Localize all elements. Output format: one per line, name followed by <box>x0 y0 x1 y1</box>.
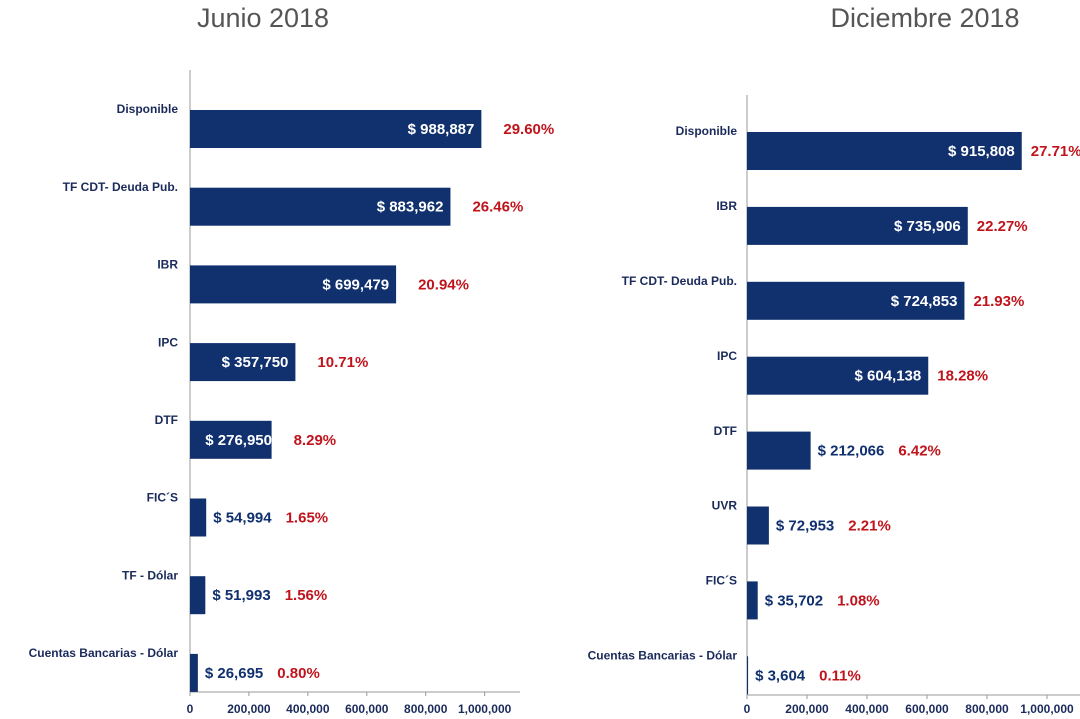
value-label: $ 735,906 <box>894 218 961 235</box>
category-label: FIC´S <box>706 574 737 588</box>
value-label: $ 915,808 <box>948 143 1015 160</box>
category-label: IBR <box>157 258 178 272</box>
percentage-label: 29.60% <box>503 121 554 138</box>
x-tick-label: 200,000 <box>785 702 829 716</box>
value-label: $ 724,853 <box>891 293 958 310</box>
bar <box>190 576 206 615</box>
bar <box>190 653 198 692</box>
x-tick-label: 600,000 <box>905 702 949 716</box>
percentage-label: 18.28% <box>937 368 988 385</box>
value-label: $ 276,950 <box>205 432 272 449</box>
bar <box>190 498 207 537</box>
bar <box>747 132 1022 170</box>
percentage-label: 1.56% <box>285 587 328 604</box>
value-label: $ 26,695 <box>205 665 263 682</box>
x-tick-label: 1,000,000 <box>458 702 512 716</box>
category-label: IBR <box>716 199 737 213</box>
bar <box>747 656 749 695</box>
category-label: DTF <box>155 413 178 427</box>
percentage-label: 1.08% <box>837 592 880 609</box>
value-label: $ 604,138 <box>855 368 922 385</box>
value-label: $ 72,953 <box>776 517 834 534</box>
bar <box>747 431 811 470</box>
value-label: $ 51,993 <box>212 587 270 604</box>
category-label: IPC <box>158 335 178 349</box>
value-label: $ 3,604 <box>755 667 806 684</box>
x-tick-label: 400,000 <box>845 702 889 716</box>
value-label: $ 699,479 <box>322 276 389 293</box>
bar <box>190 110 482 148</box>
bar <box>747 581 758 620</box>
percentage-label: 27.71% <box>1031 143 1080 160</box>
percentage-label: 6.42% <box>898 443 941 460</box>
percentage-label: 2.21% <box>848 517 891 534</box>
percentage-label: 22.27% <box>977 218 1028 235</box>
x-tick-label: 0 <box>187 702 194 716</box>
bar <box>747 281 965 320</box>
value-label: $ 212,066 <box>818 443 885 460</box>
category-label: Disponible <box>676 124 738 138</box>
category-label: Cuentas Bancarias - Dólar <box>29 646 179 660</box>
x-tick-label: 400,000 <box>286 702 330 716</box>
x-tick-label: 1,000,000 <box>1020 702 1074 716</box>
percentage-label: 0.11% <box>819 667 861 684</box>
category-label: UVR <box>712 499 738 513</box>
chart-title: Diciembre 2018 <box>830 3 1019 33</box>
category-label: TF - Dólar <box>122 568 178 582</box>
category-label: Disponible <box>117 102 179 116</box>
category-label: TF CDT- Deuda Pub. <box>622 274 737 288</box>
category-label: FIC´S <box>147 491 178 505</box>
category-label: DTF <box>714 424 737 438</box>
x-tick-label: 600,000 <box>345 702 389 716</box>
bar <box>747 206 968 245</box>
bar <box>190 420 272 459</box>
percentage-label: 8.29% <box>294 432 337 449</box>
percentage-label: 21.93% <box>973 293 1024 310</box>
value-label: $ 35,702 <box>765 592 823 609</box>
percentage-label: 20.94% <box>418 276 469 293</box>
bar <box>747 356 929 395</box>
value-label: $ 357,750 <box>222 354 289 371</box>
bar <box>190 265 397 304</box>
bar <box>190 343 296 382</box>
percentage-label: 10.71% <box>317 354 368 371</box>
x-tick-label: 0 <box>744 702 751 716</box>
percentage-label: 0.80% <box>277 665 320 682</box>
value-label: $ 988,887 <box>408 121 475 138</box>
x-tick-label: 800,000 <box>404 702 448 716</box>
x-tick-label: 800,000 <box>965 702 1009 716</box>
category-label: Cuentas Bancarias - Dólar <box>588 648 738 662</box>
percentage-label: 26.46% <box>472 199 523 216</box>
chart-title: Junio 2018 <box>197 3 329 33</box>
category-label: IPC <box>717 349 737 363</box>
percentage-label: 1.65% <box>286 509 329 526</box>
x-tick-label: 200,000 <box>227 702 271 716</box>
value-label: $ 54,994 <box>213 509 272 526</box>
value-label: $ 883,962 <box>377 199 444 216</box>
category-label: TF CDT- Deuda Pub. <box>63 180 178 194</box>
bar <box>747 506 769 545</box>
bar <box>190 187 451 226</box>
